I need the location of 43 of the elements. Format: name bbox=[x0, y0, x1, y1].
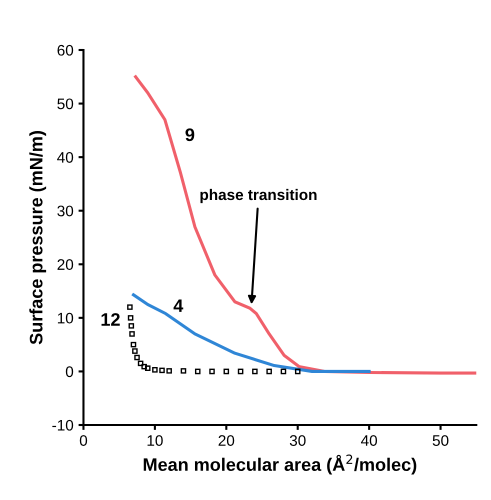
y-tick-label: 50 bbox=[57, 98, 74, 110]
point bbox=[129, 331, 135, 337]
x-tick-label: 0 bbox=[80, 435, 88, 446]
point bbox=[294, 368, 301, 374]
point bbox=[128, 315, 134, 321]
x-tick-label: 40 bbox=[361, 435, 378, 446]
point bbox=[166, 368, 172, 374]
series-label: 9 bbox=[185, 128, 194, 142]
x-tick-label: 30 bbox=[290, 435, 306, 446]
point bbox=[224, 368, 230, 374]
y-tick-label: -10 bbox=[52, 420, 74, 431]
x-tick-label: 10 bbox=[148, 435, 163, 446]
y-axis-title: Surface pressure (mN/m) bbox=[29, 131, 46, 344]
point bbox=[134, 354, 140, 360]
y-tick-label: 60 bbox=[58, 44, 74, 56]
point bbox=[209, 368, 215, 374]
point bbox=[138, 360, 144, 366]
x-tick-label: 20 bbox=[218, 435, 234, 446]
point bbox=[132, 348, 138, 354]
y-tick-label: 30 bbox=[57, 206, 74, 216]
point bbox=[266, 368, 272, 374]
x-tick-label: 50 bbox=[432, 435, 448, 446]
point bbox=[144, 365, 151, 371]
series-label: 4 bbox=[174, 299, 184, 312]
annotation: phase transition bbox=[200, 188, 317, 204]
point bbox=[127, 304, 133, 310]
point bbox=[238, 368, 244, 374]
point bbox=[252, 368, 258, 374]
point bbox=[152, 367, 158, 373]
point bbox=[180, 368, 186, 374]
y-tick-label: 10 bbox=[58, 312, 74, 324]
y-tick-label: 0 bbox=[66, 366, 74, 378]
point bbox=[128, 323, 134, 329]
x-axis-title: Mean molecular area (Å$^{2}$/molec) bbox=[144, 454, 416, 475]
y-tick-label: 20 bbox=[58, 259, 74, 270]
line-series bbox=[132, 293, 371, 373]
series-label: 12 bbox=[102, 313, 120, 326]
y-tick-label: 40 bbox=[57, 152, 74, 163]
point bbox=[194, 368, 201, 374]
point bbox=[280, 368, 286, 374]
point bbox=[159, 368, 165, 374]
point bbox=[130, 342, 136, 348]
point bbox=[141, 364, 147, 370]
